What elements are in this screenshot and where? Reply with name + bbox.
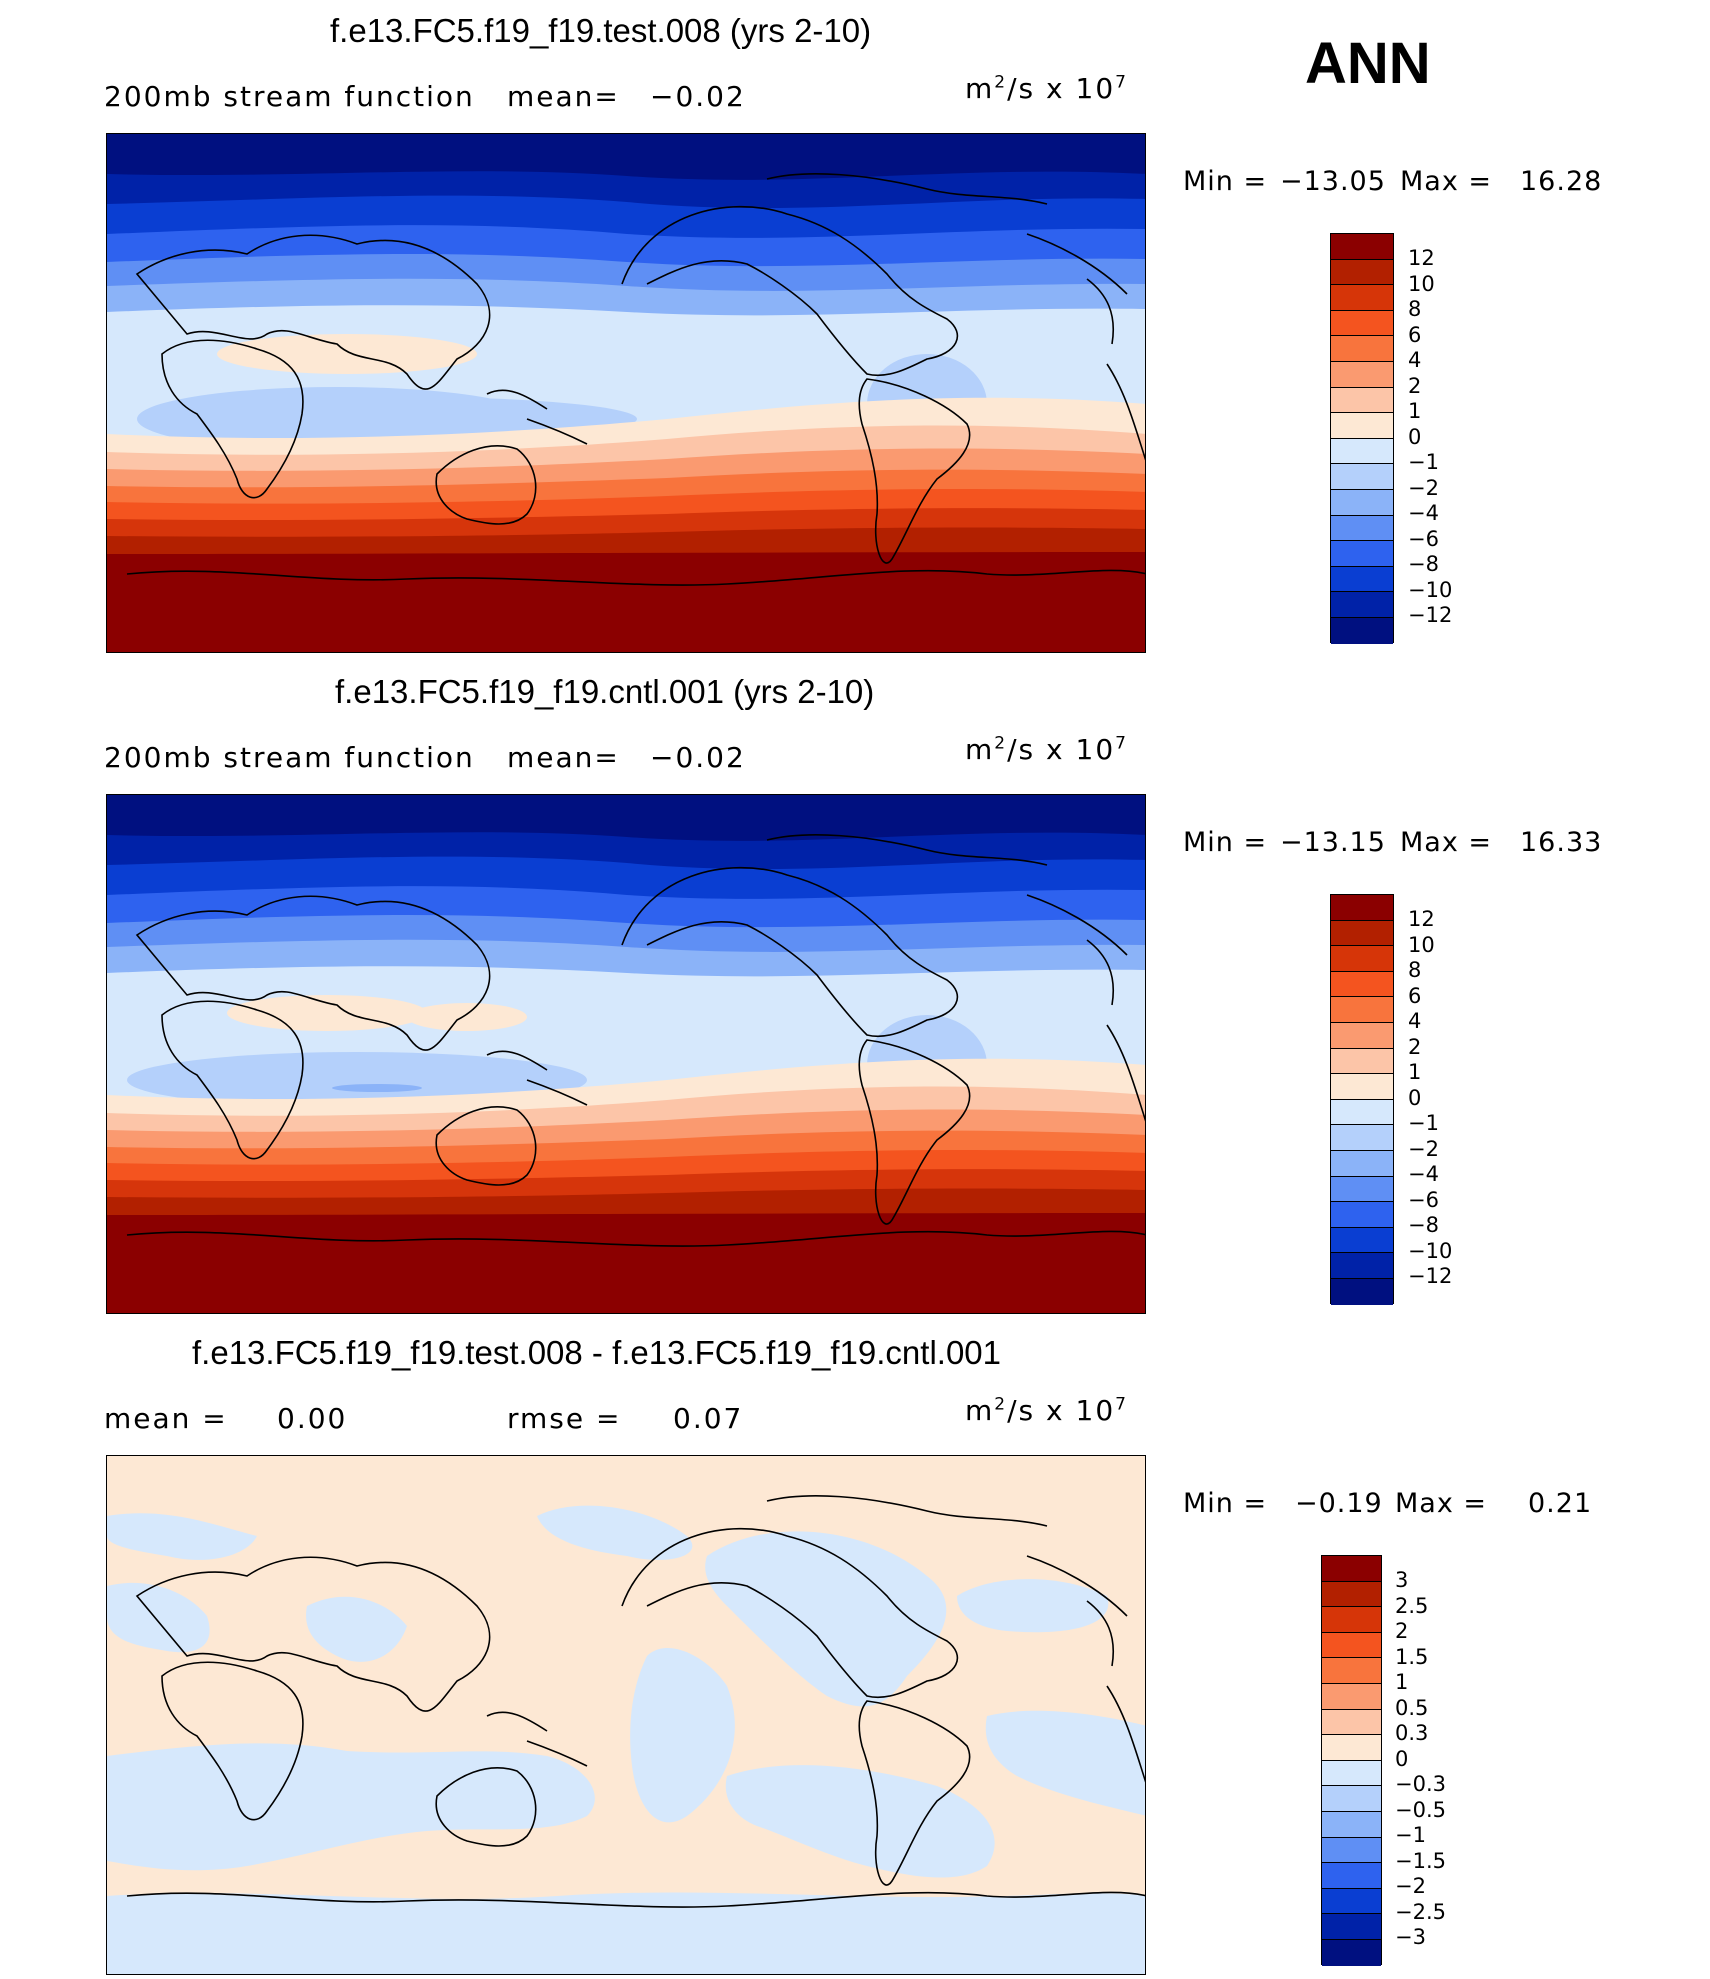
colorbar-tick-label: −3 [1395, 1925, 1426, 1949]
colorbar-tick-label: 0 [1408, 424, 1422, 449]
colorbar-tick-label: 10 [1408, 271, 1435, 296]
colorbar-tick-label: −6 [1408, 1187, 1439, 1212]
panel3-rmse-label: rmse = [507, 1402, 622, 1435]
panel3-mean-value: 0.00 [277, 1402, 348, 1435]
colorbar-tick-label: 4 [1408, 1009, 1422, 1033]
panel1-map-svg [107, 134, 1145, 652]
colorbar-tick-label: −2 [1395, 1874, 1426, 1898]
panel2-map-svg [107, 795, 1145, 1313]
season-label: ANN [1305, 31, 1431, 96]
colorbar-tick-label: −0.3 [1395, 1772, 1446, 1796]
colorbar-tick-label: 0 [1408, 1085, 1422, 1110]
colorbar-tick-label: 10 [1408, 932, 1435, 957]
colorbar-tick-label: 8 [1408, 297, 1422, 321]
panel2-min-label: Min = [1183, 827, 1268, 858]
panel2-title: f.e13.FC5.f19_f19.cntl.001 (yrs 2-10) [335, 673, 875, 710]
colorbar-tick-label: 2 [1408, 1034, 1422, 1059]
colorbar-tick-label: 2 [1408, 373, 1422, 398]
panel3-mean-label: mean = [104, 1402, 228, 1435]
panel3-min-label: Min = [1183, 1488, 1268, 1519]
panel1-variable-label: 200mb stream function [104, 80, 475, 113]
panel2-map [106, 794, 1146, 1314]
panel3-max-value: 0.21 [1528, 1488, 1593, 1519]
colorbar-tick-label: 12 [1408, 246, 1435, 270]
colorbar-tick-label: 2 [1395, 1619, 1409, 1643]
colorbar-tick-label: 0 [1395, 1746, 1409, 1771]
panel3-colorbar-labels: 3 2.5 2 1.5 1 0.5 0.3 0 −0.3 −0.5 −1 −1.… [1395, 1568, 1446, 1951]
panel3-max-label: Max = [1395, 1488, 1488, 1519]
panel3-units: m2/s x 107 [965, 1394, 1128, 1427]
colorbar-tick-label: −1.5 [1395, 1848, 1446, 1873]
panel1-min-label: Min = [1183, 166, 1268, 197]
colorbar-tick-label: −12 [1408, 603, 1453, 627]
panel2-max-value: 16.33 [1520, 827, 1603, 858]
panel1-mean-value: −0.02 [650, 80, 746, 113]
panel2-colorbar-labels: 12 10 8 6 4 2 1 0 −1 −2 −4 −6 −8 −10 −12 [1408, 907, 1452, 1290]
panel2-units: m2/s x 107 [965, 733, 1128, 766]
panel1-title: f.e13.FC5.f19_f19.test.008 (yrs 2-10) [330, 12, 872, 49]
panel3-min-value: −0.19 [1295, 1488, 1383, 1519]
panel2-max-label: Max = [1400, 827, 1493, 858]
colorbar-tick-label: −8 [1408, 552, 1439, 576]
panel1-colorbar [1330, 233, 1394, 644]
colorbar-tick-label: 6 [1408, 322, 1422, 347]
colorbar-tick-label: 1 [1408, 399, 1422, 423]
colorbar-tick-label: −10 [1408, 577, 1453, 602]
panel2-mean-label: mean= [507, 741, 620, 774]
panel3-colorbar [1321, 1555, 1382, 1966]
panel1-units: m2/s x 107 [965, 72, 1128, 105]
colorbar-tick-label: −1 [1395, 1823, 1426, 1847]
colorbar-tick-label: −1 [1408, 1111, 1439, 1135]
colorbar-tick-label: 8 [1408, 958, 1422, 982]
colorbar-tick-label: −4 [1408, 501, 1439, 525]
colorbar-tick-label: 2.5 [1395, 1593, 1429, 1618]
colorbar-tick-label: −12 [1408, 1264, 1453, 1288]
colorbar-tick-label: 0.5 [1395, 1695, 1429, 1720]
panel1-mean-label: mean= [507, 80, 620, 113]
panel1-colorbar-labels: 12 10 8 6 4 2 1 0 −1 −2 −4 −6 −8 −10 −12 [1408, 246, 1452, 629]
colorbar-tick-label: −8 [1408, 1213, 1439, 1237]
colorbar-tick-label: 1 [1408, 1060, 1422, 1084]
panel3-map [106, 1455, 1146, 1975]
panel1-max-label: Max = [1400, 166, 1493, 197]
colorbar-tick-label: 3 [1395, 1568, 1409, 1592]
panel3-title: f.e13.FC5.f19_f19.test.008 - f.e13.FC5.f… [192, 1334, 1002, 1371]
panel3-rmse-value: 0.07 [673, 1402, 744, 1435]
colorbar-tick-label: −6 [1408, 526, 1439, 551]
panel2-colorbar [1330, 894, 1394, 1305]
panel1-map [106, 133, 1146, 653]
colorbar-tick-label: 12 [1408, 907, 1435, 931]
colorbar-tick-label: 1.5 [1395, 1644, 1429, 1669]
colorbar-tick-label: 0.3 [1395, 1721, 1429, 1745]
colorbar-tick-label: 6 [1408, 983, 1422, 1008]
colorbar-tick-label: −2.5 [1395, 1899, 1446, 1924]
colorbar-tick-label: −0.5 [1395, 1797, 1446, 1822]
colorbar-tick-label: −1 [1408, 450, 1439, 474]
panel3-map-svg [107, 1456, 1145, 1974]
colorbar-tick-label: −10 [1408, 1238, 1453, 1263]
panel1-min-value: −13.05 [1280, 166, 1386, 197]
colorbar-tick-label: 4 [1408, 348, 1422, 372]
panel2-mean-value: −0.02 [650, 741, 746, 774]
colorbar-tick-label: 1 [1395, 1670, 1409, 1694]
colorbar-tick-label: −2 [1408, 475, 1439, 500]
colorbar-tick-label: −4 [1408, 1162, 1439, 1186]
panel1-max-value: 16.28 [1520, 166, 1603, 197]
panel2-variable-label: 200mb stream function [104, 741, 475, 774]
panel2-min-value: −13.15 [1280, 827, 1386, 858]
colorbar-tick-label: −2 [1408, 1136, 1439, 1161]
